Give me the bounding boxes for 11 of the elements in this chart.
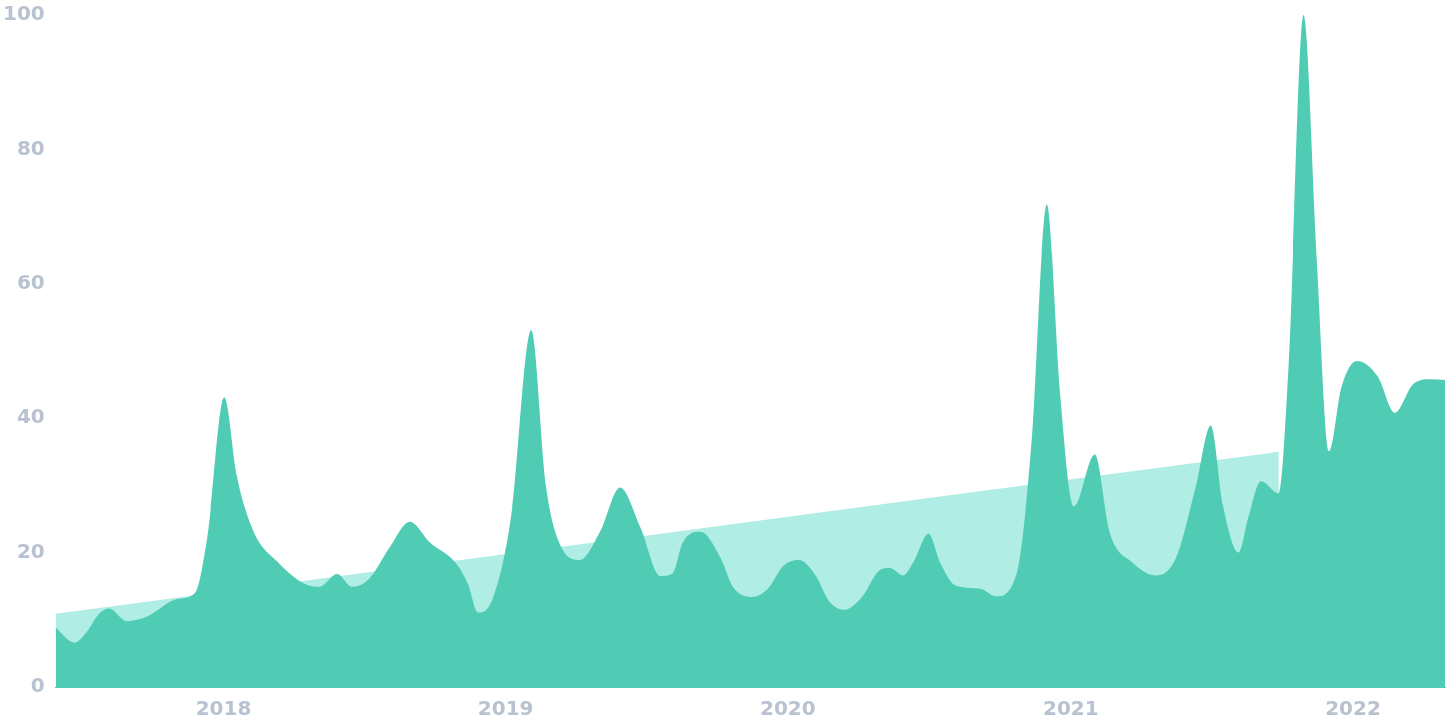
x-tick-label: 2018 xyxy=(195,696,252,721)
x-tick-label: 2020 xyxy=(760,696,816,721)
x-tick-label: 2021 xyxy=(1042,696,1099,721)
y-tick-label: 40 xyxy=(16,404,45,429)
y-tick-label: 0 xyxy=(30,673,45,698)
x-tick-label: 2019 xyxy=(477,696,534,721)
x-tick-label: 2022 xyxy=(1325,696,1381,721)
y-tick-label: 80 xyxy=(16,135,45,160)
y-tick-label: 60 xyxy=(16,270,45,294)
y-tick-label: 20 xyxy=(16,538,45,563)
y-tick-label: 100 xyxy=(3,1,45,26)
